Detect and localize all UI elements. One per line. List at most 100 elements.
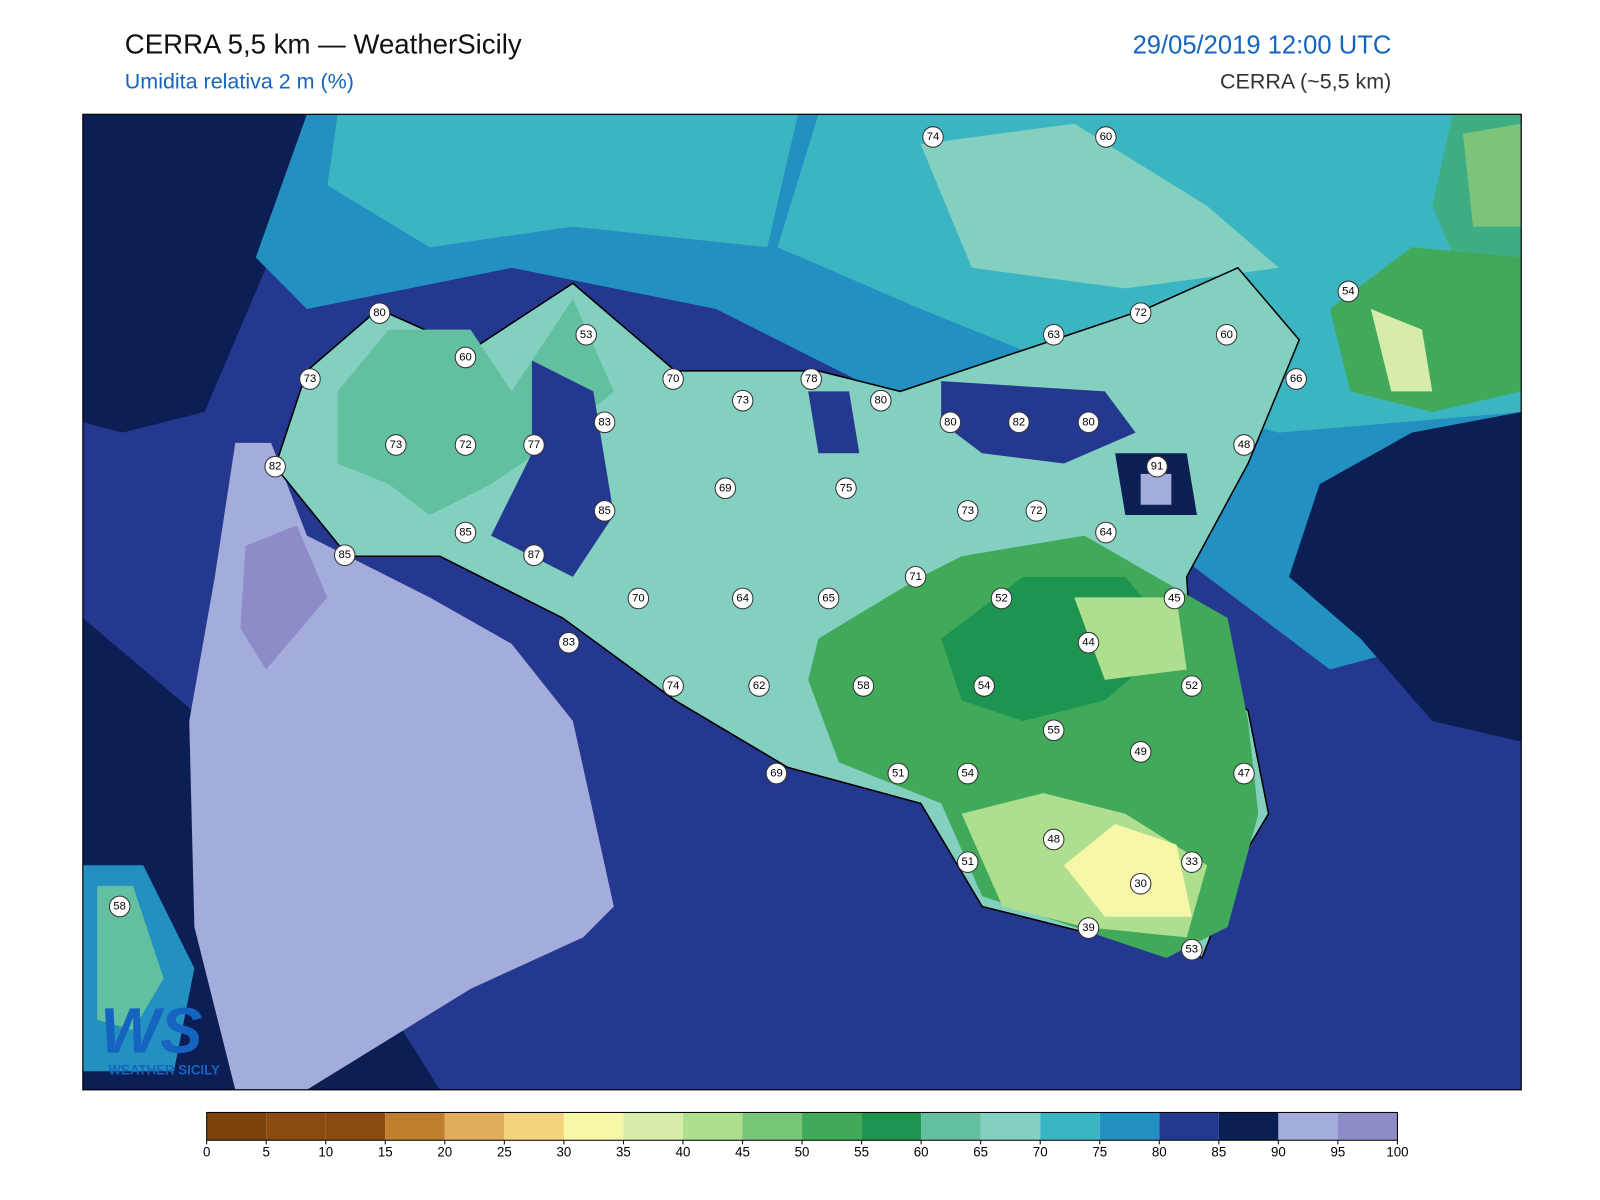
colorbar-tick-label: 55 bbox=[854, 1145, 869, 1160]
station-value: 55 bbox=[1047, 724, 1060, 736]
station-marker bbox=[108, 895, 131, 918]
station-value: 44 bbox=[1082, 637, 1095, 649]
station: 66 bbox=[1285, 368, 1307, 390]
station-marker bbox=[1129, 741, 1152, 763]
station-value: 83 bbox=[598, 416, 611, 428]
colorbar-tick-label: 65 bbox=[973, 1145, 988, 1160]
station: 60 bbox=[1095, 126, 1117, 148]
station-value: 82 bbox=[269, 461, 282, 473]
station-value: 48 bbox=[1238, 439, 1251, 451]
colorbar-tick-label: 10 bbox=[318, 1145, 333, 1160]
colorbar-tick-label: 35 bbox=[616, 1145, 631, 1160]
station: 64 bbox=[731, 587, 754, 610]
station: 62 bbox=[748, 675, 770, 697]
station-marker bbox=[575, 323, 597, 346]
station-marker bbox=[904, 566, 927, 588]
station: 44 bbox=[1077, 631, 1100, 654]
station: 82 bbox=[264, 455, 286, 478]
station-marker bbox=[523, 544, 545, 567]
station-value: 85 bbox=[598, 505, 611, 517]
colorbar-bin bbox=[1218, 1112, 1279, 1141]
station-value: 72 bbox=[1030, 505, 1043, 517]
station-value: 74 bbox=[927, 131, 940, 143]
station: 60 bbox=[1215, 323, 1238, 346]
station: 73 bbox=[385, 434, 407, 456]
colorbar-bin bbox=[682, 1112, 743, 1141]
station-marker bbox=[264, 455, 286, 478]
station-value: 77 bbox=[528, 439, 541, 451]
colorbar-bin bbox=[861, 1112, 922, 1141]
logo: WS WEATHER SICILY bbox=[100, 996, 220, 1078]
station-value: 65 bbox=[822, 592, 835, 604]
station-value: 72 bbox=[1134, 307, 1147, 319]
colorbar-bin bbox=[623, 1112, 683, 1141]
logo-mark: WS bbox=[100, 996, 202, 1067]
colorbar-tick-label: 45 bbox=[735, 1145, 750, 1160]
station: 85 bbox=[334, 544, 356, 567]
station-marker bbox=[835, 477, 857, 500]
station-value: 51 bbox=[962, 856, 975, 868]
station: 49 bbox=[1129, 741, 1152, 763]
station-marker bbox=[731, 389, 754, 412]
station: 71 bbox=[904, 566, 927, 588]
station-marker bbox=[385, 434, 407, 456]
station-marker bbox=[1146, 455, 1168, 478]
station-value: 70 bbox=[632, 592, 645, 604]
station-marker bbox=[817, 587, 840, 610]
station-value: 53 bbox=[580, 329, 593, 341]
station-marker bbox=[765, 762, 788, 785]
station-marker bbox=[1042, 828, 1065, 851]
station-marker bbox=[1095, 521, 1117, 544]
station-marker bbox=[662, 675, 684, 697]
station: 54 bbox=[957, 762, 979, 785]
station-value: 58 bbox=[857, 680, 870, 692]
station-value: 64 bbox=[1100, 527, 1113, 539]
station: 85 bbox=[593, 500, 616, 522]
colorbar-bin bbox=[1278, 1112, 1338, 1141]
station: 58 bbox=[108, 895, 131, 918]
station-marker bbox=[593, 500, 616, 522]
station: 70 bbox=[627, 587, 650, 610]
colorbar-tick-label: 100 bbox=[1386, 1145, 1408, 1160]
station-marker bbox=[800, 368, 822, 390]
station-value: 53 bbox=[1186, 944, 1199, 956]
station: 54 bbox=[973, 675, 995, 697]
station: 85 bbox=[454, 521, 477, 544]
station-marker bbox=[454, 434, 477, 456]
station: 39 bbox=[1077, 917, 1100, 939]
station: 87 bbox=[523, 544, 545, 567]
station-value: 52 bbox=[1186, 680, 1199, 692]
station-marker bbox=[1129, 302, 1152, 324]
station-marker bbox=[939, 411, 962, 434]
station-value: 60 bbox=[1220, 329, 1233, 341]
station-marker bbox=[1008, 411, 1030, 434]
station-marker bbox=[1181, 675, 1203, 697]
colorbar-tick-label: 40 bbox=[676, 1145, 691, 1160]
station: 80 bbox=[368, 302, 391, 324]
station-marker bbox=[957, 851, 979, 873]
colorbar-bin bbox=[266, 1112, 326, 1141]
station-marker bbox=[922, 126, 944, 148]
station-marker bbox=[1025, 500, 1048, 522]
colorbar-tick-label: 80 bbox=[1152, 1145, 1167, 1160]
colorbar-tick-label: 5 bbox=[262, 1145, 269, 1160]
station-marker bbox=[714, 477, 737, 500]
station-value: 80 bbox=[1082, 416, 1095, 428]
station: 75 bbox=[835, 477, 857, 500]
station-value: 69 bbox=[770, 768, 783, 780]
colorbar-tick-label: 70 bbox=[1033, 1145, 1048, 1160]
station: 73 bbox=[731, 389, 754, 412]
station-value: 60 bbox=[459, 351, 472, 363]
station-value: 73 bbox=[304, 373, 317, 385]
station-marker bbox=[1077, 411, 1100, 434]
station-marker bbox=[558, 631, 580, 654]
station: 80 bbox=[939, 411, 962, 434]
colorbar-bin bbox=[742, 1112, 803, 1141]
station-marker bbox=[454, 346, 477, 369]
colorbar-tick-label: 30 bbox=[556, 1145, 571, 1160]
station-marker bbox=[368, 302, 391, 324]
colorbar: 0 5 10 15 20 25 30 35 40 45 50 55 60 65 70 75 80 85 90 95 10… bbox=[203, 1111, 1409, 1160]
station-value: 54 bbox=[1342, 285, 1355, 297]
colorbar-tick-label: 20 bbox=[437, 1145, 452, 1160]
station: 69 bbox=[714, 477, 737, 500]
